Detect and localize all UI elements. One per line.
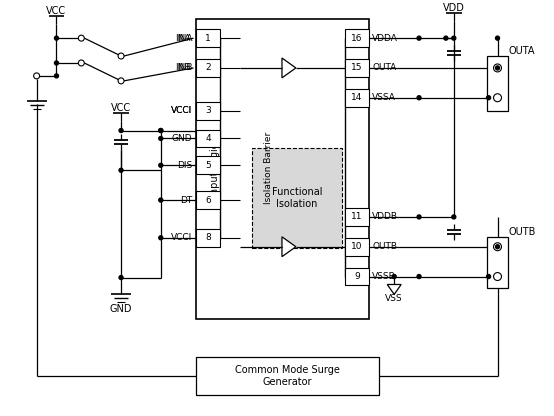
Circle shape — [495, 66, 500, 70]
Bar — [196, 102, 220, 119]
Text: VCCI: VCCI — [171, 106, 193, 115]
Circle shape — [417, 36, 421, 40]
Text: VDDA: VDDA — [372, 34, 398, 43]
Text: DIS: DIS — [177, 161, 193, 170]
Circle shape — [417, 275, 421, 279]
Text: OUTB: OUTB — [372, 242, 397, 251]
Bar — [196, 191, 220, 209]
Bar — [345, 208, 370, 226]
Text: GND: GND — [110, 305, 132, 314]
Circle shape — [486, 275, 490, 279]
Circle shape — [494, 272, 501, 280]
Circle shape — [54, 61, 59, 65]
Circle shape — [34, 73, 39, 79]
Text: INA: INA — [175, 34, 191, 43]
Bar — [240, 19, 295, 319]
Text: OUTA: OUTA — [372, 64, 397, 72]
Circle shape — [494, 64, 501, 72]
Text: VSSA: VSSA — [372, 93, 396, 102]
Circle shape — [392, 275, 396, 279]
Text: 6: 6 — [205, 196, 211, 205]
Text: INB: INB — [177, 64, 193, 72]
Circle shape — [78, 60, 84, 66]
Circle shape — [54, 36, 59, 40]
Circle shape — [452, 215, 456, 219]
Bar — [252, 149, 342, 248]
Text: GND: GND — [172, 134, 193, 143]
Text: INA: INA — [177, 34, 193, 43]
Circle shape — [159, 163, 163, 167]
Text: OUTA: OUTA — [509, 46, 535, 56]
Circle shape — [159, 136, 163, 141]
Circle shape — [417, 215, 421, 219]
Text: 2: 2 — [205, 64, 211, 72]
Bar — [345, 267, 370, 285]
Text: VCC: VCC — [47, 6, 66, 16]
Circle shape — [159, 129, 163, 133]
Polygon shape — [282, 237, 296, 257]
Text: OUTB: OUTB — [509, 227, 536, 237]
Text: 14: 14 — [351, 93, 363, 102]
Polygon shape — [282, 58, 296, 78]
Circle shape — [118, 53, 124, 59]
Circle shape — [78, 35, 84, 41]
Text: VSSB: VSSB — [372, 272, 396, 281]
Text: VCCI: VCCI — [171, 106, 193, 115]
Polygon shape — [387, 285, 401, 295]
Bar — [196, 229, 220, 247]
Circle shape — [444, 36, 448, 40]
Text: 16: 16 — [351, 34, 363, 43]
Circle shape — [119, 129, 123, 133]
Text: VDDB: VDDB — [372, 213, 398, 221]
Bar — [196, 129, 220, 147]
Text: VSS: VSS — [386, 294, 403, 303]
Bar — [345, 59, 370, 77]
Text: 11: 11 — [351, 213, 363, 221]
Text: 9: 9 — [354, 272, 360, 281]
Text: VDD: VDD — [443, 3, 465, 13]
Bar — [345, 238, 370, 256]
Bar — [486, 237, 509, 288]
Text: 3: 3 — [205, 106, 211, 115]
Text: Input Logic: Input Logic — [211, 143, 220, 197]
Circle shape — [119, 168, 123, 172]
Text: VCCI: VCCI — [171, 233, 193, 242]
Circle shape — [494, 243, 501, 251]
Circle shape — [486, 96, 490, 100]
Bar — [345, 29, 370, 47]
Circle shape — [494, 94, 501, 102]
Text: 8: 8 — [205, 233, 211, 242]
Text: VCC: VCC — [111, 103, 131, 113]
Circle shape — [119, 275, 123, 280]
Text: Common Mode Surge
Generator: Common Mode Surge Generator — [235, 365, 340, 386]
Bar — [196, 59, 220, 77]
Circle shape — [159, 236, 163, 240]
Text: Isolation Barrier: Isolation Barrier — [264, 132, 273, 204]
Circle shape — [495, 245, 500, 249]
Bar — [486, 56, 509, 111]
Text: INB: INB — [175, 64, 191, 72]
Text: 4: 4 — [205, 134, 211, 143]
Bar — [196, 19, 370, 319]
Circle shape — [495, 36, 500, 40]
Circle shape — [159, 129, 163, 133]
Circle shape — [159, 198, 163, 202]
Text: DT: DT — [180, 196, 193, 205]
Circle shape — [417, 96, 421, 100]
Text: 15: 15 — [351, 64, 363, 72]
Circle shape — [118, 78, 124, 84]
Bar — [196, 357, 379, 395]
Text: 1: 1 — [205, 34, 211, 43]
Text: Functional
Isolation: Functional Isolation — [271, 187, 322, 209]
Text: 5: 5 — [205, 161, 211, 170]
Bar — [345, 89, 370, 106]
Bar — [196, 156, 220, 174]
Circle shape — [452, 36, 456, 40]
Circle shape — [54, 74, 59, 78]
Text: 10: 10 — [351, 242, 363, 251]
Bar — [196, 29, 220, 47]
